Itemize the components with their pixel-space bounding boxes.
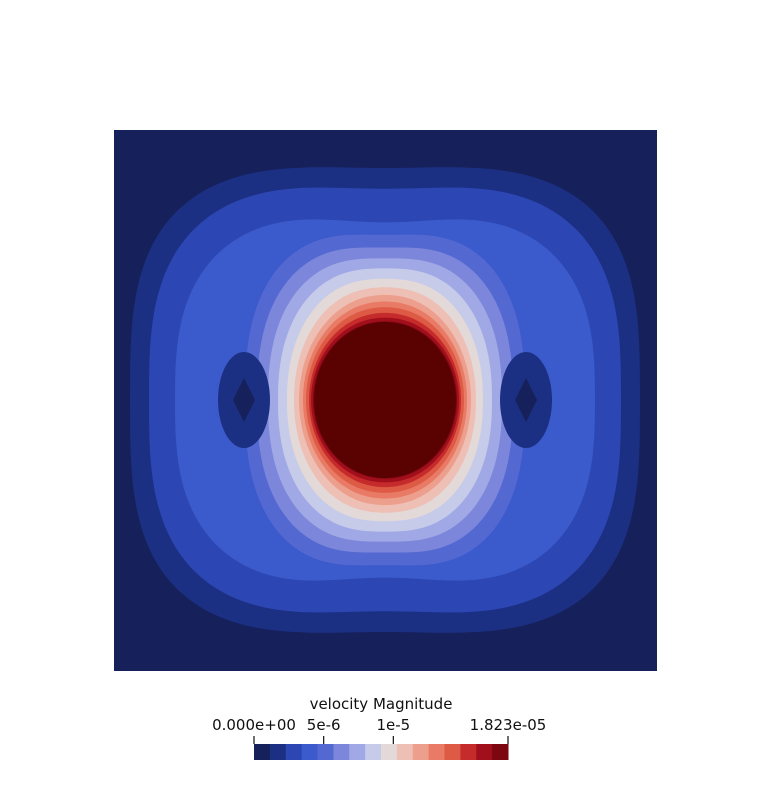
vortex-cores xyxy=(218,352,552,448)
colorbar-swatch-7 xyxy=(349,744,366,760)
colorbar-swatch-11 xyxy=(412,744,430,760)
colorbar-swatches xyxy=(254,744,509,760)
colorbar-tick-label-4: 1.823e-05 xyxy=(470,716,547,734)
colorbar-swatch-5 xyxy=(317,744,334,760)
vortex-core-1 xyxy=(233,378,255,422)
colorbar-swatch-16 xyxy=(492,744,509,760)
colorbar-swatch-1 xyxy=(254,744,271,760)
colorbar-swatch-6 xyxy=(333,744,350,760)
colorbar-swatch-2 xyxy=(269,744,287,760)
colorbar-swatch-10 xyxy=(396,744,414,760)
colorbar-swatch-13 xyxy=(444,744,461,760)
colorbar: velocity Magnitude 0.000e+00 5e-6 1e-5 1.82… xyxy=(212,695,546,760)
colorbar-tick-label-2: 5e-6 xyxy=(307,716,341,734)
colorbar-ticks: 0.000e+00 5e-6 1e-5 1.823e-05 xyxy=(212,716,546,744)
colorbar-swatch-12 xyxy=(428,744,446,760)
colorbar-title: velocity Magnitude xyxy=(310,695,453,713)
contour-bands xyxy=(130,167,640,633)
contour-plot-area xyxy=(114,130,657,671)
colorbar-swatch-4 xyxy=(301,744,319,760)
colorbar-swatch-15 xyxy=(476,744,493,760)
contour-band-16 xyxy=(314,322,456,478)
colorbar-swatch-9 xyxy=(381,744,398,760)
colorbar-swatch-14 xyxy=(460,744,477,760)
colorbar-swatch-3 xyxy=(285,744,303,760)
vortex-core-2 xyxy=(515,378,537,422)
colorbar-swatch-8 xyxy=(365,744,382,760)
colorbar-tick-label-1: 0.000e+00 xyxy=(212,716,296,734)
colorbar-tick-label-3: 1e-5 xyxy=(376,716,410,734)
